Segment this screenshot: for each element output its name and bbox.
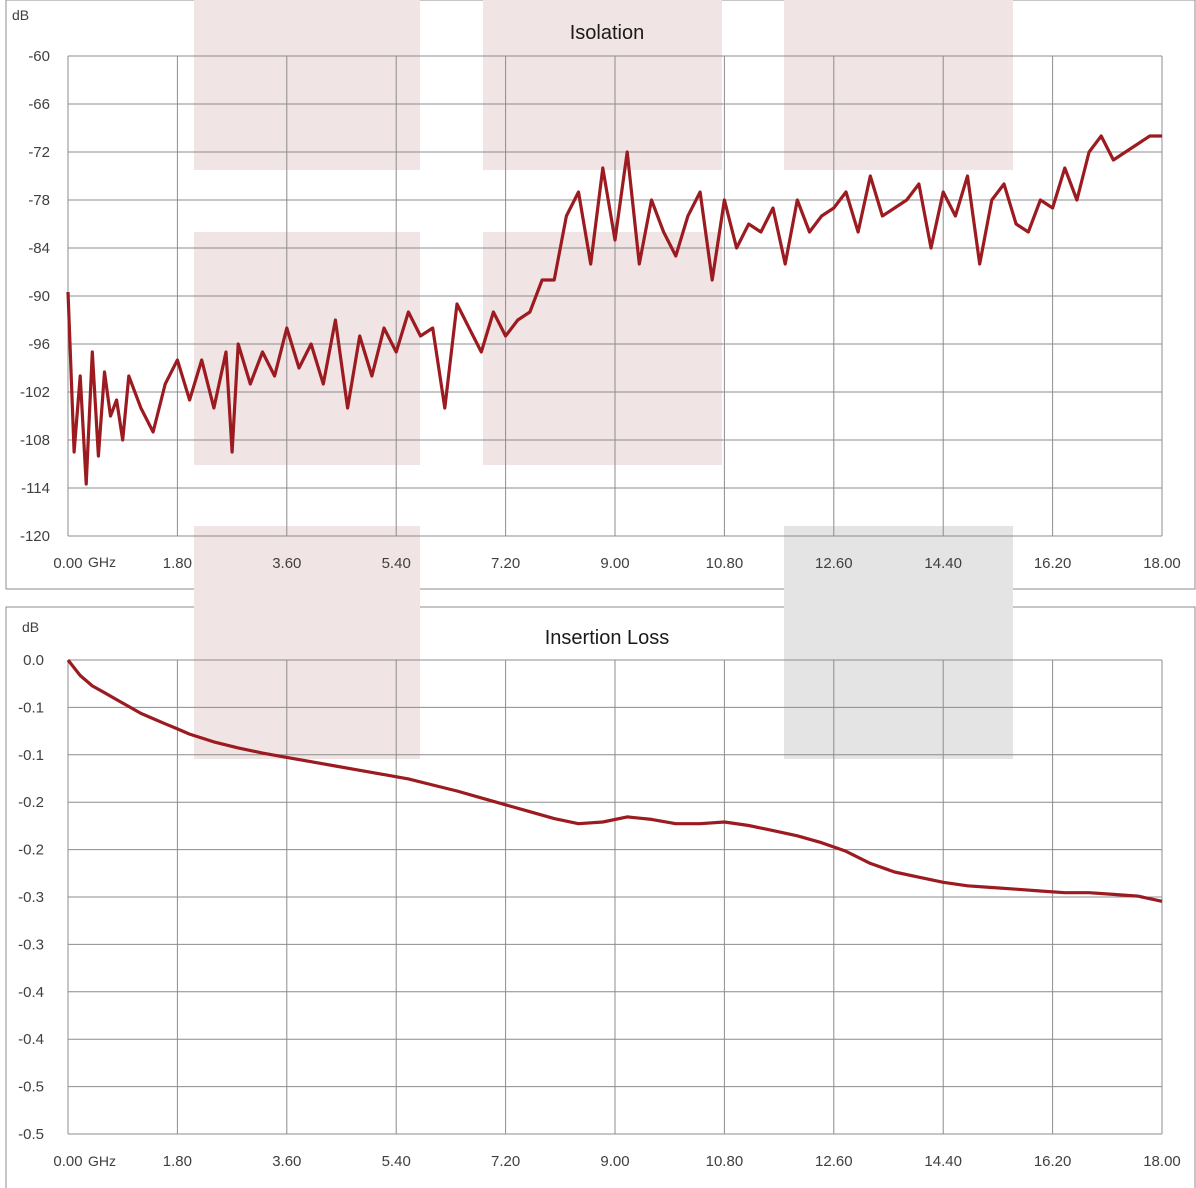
x-tick-label: 18.00 — [1143, 1153, 1181, 1170]
x-tick-label: 5.40 — [382, 555, 411, 572]
y-tick-label: -102 — [20, 384, 50, 401]
x-tick-label: 10.80 — [706, 555, 744, 572]
y-tick-label: -120 — [20, 528, 50, 545]
y-tick-label: -0.4 — [18, 984, 44, 1001]
x-tick-label: 0.00 — [53, 1153, 82, 1170]
y-tick-label: -0.5 — [18, 1126, 44, 1143]
y-tick-label: -108 — [20, 432, 50, 449]
isolation-grid — [67, 55, 1163, 537]
x-tick-label: 7.20 — [491, 1153, 520, 1170]
y-tick-label: -0.4 — [18, 1031, 44, 1048]
insertion-loss-grid — [67, 659, 1163, 1135]
x-tick-label: 18.00 — [1143, 555, 1181, 572]
y-tick-label: -0.3 — [18, 936, 44, 953]
y-tick-label: -0.2 — [18, 794, 44, 811]
y-tick-label: -0.2 — [18, 842, 44, 859]
x-tick-label: 9.00 — [600, 555, 629, 572]
isolation-y-ticks: -60 -66 -72 -78 -84 -90 -96 -102 -108 -114 -120 — [20, 48, 50, 545]
y-tick-label: -60 — [28, 48, 50, 65]
y-tick-label: -0.5 — [18, 1079, 44, 1096]
shade-region — [194, 0, 420, 170]
x-tick-label: 9.00 — [600, 1153, 629, 1170]
y-tick-label: -114 — [21, 480, 50, 497]
x-tick-label: 10.80 — [706, 1153, 744, 1170]
isolation-y-unit: dB — [12, 7, 29, 23]
insertion-loss-chart-frame — [5, 606, 1196, 1188]
isolation-x-ticks: 0.00 1.80 3.60 5.40 7.20 9.00 10.80 12.60 14.40 1… — [53, 555, 1180, 572]
x-tick-label: 3.60 — [272, 1153, 301, 1170]
x-tick-label: 16.20 — [1034, 555, 1072, 572]
y-tick-label: 0.0 — [23, 652, 44, 669]
background-shading — [194, 0, 1013, 759]
insertion-loss-title: Insertion Loss — [545, 627, 670, 649]
x-tick-label: 14.40 — [924, 1153, 962, 1170]
shade-region — [784, 0, 1013, 170]
x-tick-label: 5.40 — [382, 1153, 411, 1170]
shade-region — [194, 232, 420, 465]
y-tick-label: -0.1 — [18, 699, 44, 716]
x-tick-label: 12.60 — [815, 555, 853, 572]
y-tick-label: -96 — [28, 336, 50, 353]
insertion-loss-chart: 0.00 1.80 3.60 5.40 7.20 9.00 10.80 12.60 14.40 1… — [18, 619, 1181, 1170]
shade-region — [784, 526, 1013, 759]
y-tick-label: -72 — [28, 144, 50, 161]
shade-region — [483, 232, 722, 465]
x-tick-label: 3.60 — [272, 555, 301, 572]
isolation-title: Isolation — [570, 22, 645, 44]
x-tick-label: 1.80 — [163, 1153, 192, 1170]
shade-region — [194, 526, 420, 759]
insertion-loss-y-ticks: 0.0 -0.1 -0.1 -0.2 -0.2 -0.3 -0.3 -0.4 -0.4 -0.5 -… — [18, 652, 44, 1143]
x-tick-label: 1.80 — [163, 555, 192, 572]
x-tick-label: 12.60 — [815, 1153, 853, 1170]
isolation-series-line — [66, 134, 1162, 486]
y-tick-label: -66 — [28, 96, 50, 113]
isolation-x-unit: GHz — [88, 554, 116, 570]
insertion-loss-series-line — [66, 659, 1163, 903]
insertion-loss-x-ticks: 0.00 1.80 3.60 5.40 7.20 9.00 10.80 12.60 14.40 1… — [53, 1153, 1180, 1170]
x-tick-label: 14.40 — [924, 555, 962, 572]
y-tick-label: -84 — [28, 240, 50, 257]
insertion-loss-x-unit: GHz — [88, 1153, 116, 1169]
isolation-chart-frame — [5, 0, 1196, 590]
isolation-chart: 0.00 1.80 3.60 5.40 7.20 9.00 10.80 12.60 14.40 1… — [12, 7, 1181, 572]
x-tick-label: 16.20 — [1034, 1153, 1072, 1170]
y-tick-label: -78 — [28, 192, 50, 209]
insertion-loss-y-unit: dB — [22, 619, 39, 635]
x-tick-label: 0.00 — [53, 555, 82, 572]
y-tick-label: -0.3 — [18, 889, 44, 906]
y-tick-label: -90 — [28, 288, 50, 305]
y-tick-label: -0.1 — [18, 747, 44, 764]
x-tick-label: 7.20 — [491, 555, 520, 572]
shade-region — [483, 0, 722, 170]
